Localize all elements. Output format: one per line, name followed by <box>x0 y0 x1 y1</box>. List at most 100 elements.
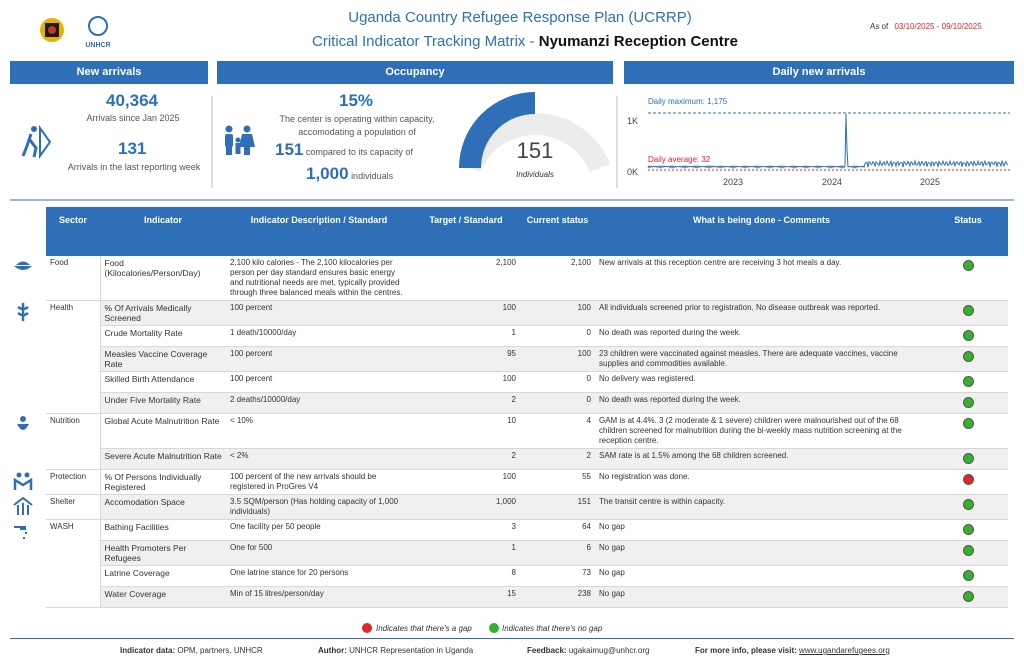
footer-value: OPM, partners, UNHCR <box>177 646 263 655</box>
sector-icon <box>14 525 27 539</box>
sector: Food <box>46 256 101 301</box>
gauge-value: 151 <box>517 138 554 163</box>
current-status: 4 <box>520 413 595 449</box>
icon-part <box>235 137 241 143</box>
footer-value: UNHCR Representation in Uganda <box>349 646 474 655</box>
current-status: 0 <box>520 325 595 347</box>
title: Uganda Country Refugee Response Plan (UC… <box>348 9 692 26</box>
gauge-label: Individuals <box>516 170 554 179</box>
status-dot <box>962 351 974 362</box>
x-tick-label: 2023 <box>723 177 743 187</box>
comment: All individuals screened prior to regist… <box>595 300 928 326</box>
target: 1 <box>412 540 520 566</box>
sector-icon-cell <box>12 256 46 301</box>
y-tick-label: 0K <box>627 167 638 177</box>
column-header: Indicator <box>100 207 226 256</box>
avg-label: Daily average: 32 <box>648 155 711 164</box>
indicator: Latrine Coverage <box>100 565 226 587</box>
table-row: Severe Acute Malnutrition Rate < 2% 2 2 SAM … <box>12 448 1008 470</box>
column-header: Target / Standard <box>412 207 520 256</box>
indicator: Crude Mortality Rate <box>100 325 226 347</box>
footer-label: For more info, please visit: <box>695 646 797 655</box>
status-dot <box>962 499 974 510</box>
table-row: Water Coverage Min of 15 litres/person/da… <box>12 586 1008 608</box>
status-cell <box>928 469 1008 495</box>
footer-link[interactable]: www.ugandarefugees.org <box>799 646 890 655</box>
subtitle-prefix: Critical Indicator Tracking Matrix - <box>312 33 539 50</box>
description: 3.5 SQM/person (Has holding capacity of … <box>226 494 412 520</box>
target: 100 <box>412 469 520 495</box>
table-row: Protection% Of Persons Individually Regi… <box>12 469 1008 495</box>
status-cell <box>928 540 1008 566</box>
occupancy-percent: 15% <box>339 91 374 110</box>
comment: No registration was done. <box>595 469 928 495</box>
table-row: Health% Of Arrivals Medically Screened 10… <box>12 300 1008 414</box>
sector-icon <box>13 496 33 515</box>
subtitle: Critical Indicator Tracking Matrix - Nyu… <box>0 33 1024 50</box>
description: One latrine stance for 20 persons <box>226 565 412 587</box>
current-status: 64 <box>520 519 595 541</box>
legend: Indicates that there's a gap Indicates t… <box>362 623 603 633</box>
column-header: What is being done - Comments <box>595 207 928 256</box>
sector-icon <box>17 415 29 430</box>
icon-part <box>31 126 37 132</box>
occupancy-line: 151 compared to its capacity of <box>275 140 413 160</box>
status-cell <box>928 256 1008 301</box>
indicator: Accomodation Space <box>100 494 226 520</box>
target: 10 <box>412 413 520 449</box>
current-status: 238 <box>520 586 595 608</box>
current-status: 2 <box>520 448 595 470</box>
indicator: Water Coverage <box>100 586 226 608</box>
panel-header: Occupancy <box>217 61 613 84</box>
footer-label: Indicator data: <box>120 646 176 655</box>
footer-item: Feedback: ugakaimug@unhcr.org <box>527 646 649 655</box>
sector: Protection <box>46 469 101 495</box>
icon-part <box>243 125 251 133</box>
table-row: Under Five Mortality Rate 2 deaths/10000/… <box>12 392 1008 414</box>
table-row: WASH Bathing Facilities One facility per 5… <box>12 519 1008 608</box>
icon-header <box>12 207 46 256</box>
indicator: Global Acute Malnutrition Rate <box>100 413 226 449</box>
table-row: Food Food (Kilocalories/Person/Day) 2,100 … <box>12 256 1008 301</box>
description: 100 percent of the new arrivals should b… <box>226 469 412 495</box>
column-header: Sector <box>46 207 100 256</box>
status-cell <box>928 300 1008 326</box>
column-header: Current status <box>520 207 595 256</box>
status-cell <box>928 494 1008 520</box>
y-tick-label: 1K <box>627 116 638 126</box>
sector-icon <box>14 261 32 270</box>
status-cell <box>928 565 1008 587</box>
description: 100 percent <box>226 346 412 372</box>
target: 8 <box>412 565 520 587</box>
current-status: 151 <box>520 494 595 520</box>
current-status: 0 <box>520 392 595 414</box>
status-dot <box>962 524 974 535</box>
status-dot <box>962 418 974 429</box>
current-status: 55 <box>520 469 595 495</box>
icon-part <box>225 134 233 147</box>
sector: WASH <box>46 519 101 608</box>
indicator: Food (Kilocalories/Person/Day) <box>100 256 226 301</box>
status-cell <box>928 392 1008 414</box>
x-axis: 2023 2024 2025 <box>723 177 940 187</box>
status-cell <box>928 325 1008 347</box>
comment: 23 children were vaccinated against meas… <box>595 346 928 372</box>
status-dot <box>962 376 974 387</box>
column-header: Status <box>928 207 1008 256</box>
gauge-fill <box>459 92 536 169</box>
current-status: 0 <box>520 371 595 393</box>
status-cell <box>928 413 1008 449</box>
indicator: Measles Vaccine Coverage Rate <box>100 346 226 372</box>
sector: Shelter <box>46 494 101 520</box>
icon-part <box>226 146 232 155</box>
status-dot <box>962 591 974 602</box>
comment: GAM is at 4.4%. 3 (2 moderate & 1 severe… <box>595 413 928 449</box>
sector-icon-cell <box>12 300 46 414</box>
icon-part <box>239 134 255 147</box>
target: 100 <box>412 300 520 326</box>
site-name: Nyumanzi Reception Centre <box>538 33 738 50</box>
indicator: % Of Persons Individually Registered <box>100 469 226 495</box>
footer-item: Author: UNHCR Representation in Uganda <box>318 646 473 655</box>
current-status: 100 <box>520 346 595 372</box>
target: 95 <box>412 346 520 372</box>
